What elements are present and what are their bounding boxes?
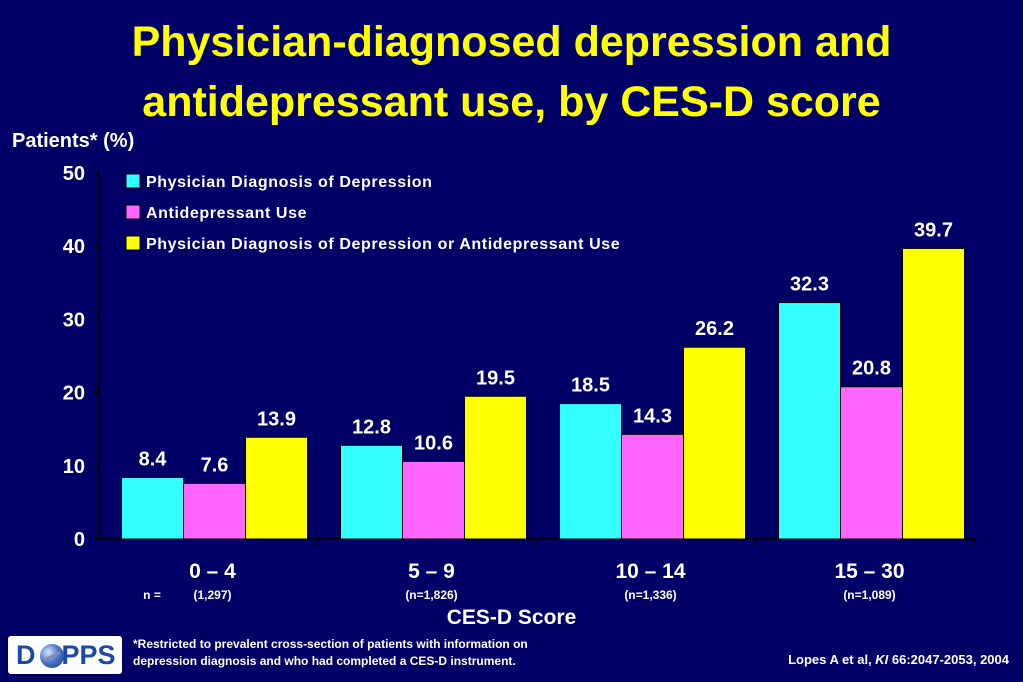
data-label: 26.2: [695, 318, 734, 340]
n-prefix-label: n =: [143, 588, 161, 602]
y-tick-label: 10: [63, 456, 85, 478]
y-tick-label: 40: [63, 236, 85, 258]
n-count-label: (1,297): [193, 588, 232, 602]
data-label: 18.5: [571, 375, 610, 397]
bar: [464, 395, 527, 540]
footnote-line-2: depression diagnosis and who had complet…: [133, 654, 516, 668]
bar: [245, 436, 308, 540]
data-label: 10.6: [414, 432, 453, 454]
y-tick-label: 0: [74, 529, 85, 551]
x-tick-label: 0 – 4: [189, 560, 236, 583]
globe-icon: [40, 644, 64, 668]
title-line-2: antidepressant use, by CES-D score: [142, 78, 881, 126]
bar: [840, 386, 903, 540]
legend-swatch: [125, 204, 141, 220]
x-tick-label: 5 – 9: [408, 560, 455, 583]
title-line-1: Physician-diagnosed depression and: [131, 18, 892, 66]
data-label: 7.6: [201, 454, 229, 476]
bar: [778, 302, 841, 540]
data-label: 12.8: [352, 416, 391, 438]
legend-swatch: [125, 173, 141, 189]
legend-label: Physician Diagnosis of Depression or Ant…: [146, 236, 620, 253]
y-tick-label: 50: [63, 163, 85, 185]
data-label: 14.3: [633, 405, 672, 427]
bar: [340, 444, 403, 540]
x-tick-label: 15 – 30: [834, 560, 904, 583]
x-axis-label: CES-D Score: [446, 606, 577, 629]
chart-title: Physician-diagnosed depression and antid…: [0, 12, 1023, 132]
dopps-logo: D PPS: [8, 636, 122, 674]
data-label: 32.3: [790, 274, 829, 296]
legend-swatch: [125, 235, 141, 251]
logo-text: D PPS: [16, 640, 116, 671]
citation-journal: KI: [875, 652, 889, 667]
data-label: 13.9: [257, 408, 296, 430]
citation-suffix: 66:2047-2053, 2004: [888, 652, 1009, 667]
citation-prefix: Lopes A et al,: [788, 652, 876, 667]
citation: Lopes A et al, KI 66:2047-2053, 2004: [788, 652, 1009, 667]
footnote-line-1: *Restricted to prevalent cross-section o…: [133, 637, 528, 651]
data-label: 39.7: [914, 219, 953, 241]
logo-text-right: PPS: [61, 640, 116, 670]
bar: [621, 433, 684, 540]
n-count-label: (n=1,089): [843, 588, 896, 602]
legend-label: Antidepressant Use: [146, 205, 307, 222]
footnote: *Restricted to prevalent cross-section o…: [133, 636, 528, 670]
bar: [559, 403, 622, 540]
data-label: 8.4: [139, 449, 168, 471]
data-label: 20.8: [852, 358, 891, 380]
bar: [683, 346, 746, 540]
bar: [402, 460, 465, 540]
legend-label: Physician Diagnosis of Depression: [146, 174, 433, 191]
y-axis-label: Patients* (%): [12, 130, 135, 152]
bar: [121, 477, 184, 540]
n-count-label: (n=1,826): [405, 588, 458, 602]
y-tick-label: 30: [63, 309, 85, 331]
n-count-label: (n=1,336): [624, 588, 677, 602]
bar: [183, 482, 246, 540]
y-tick-label: 20: [63, 383, 85, 405]
bar: [902, 247, 965, 540]
data-label: 19.5: [476, 367, 515, 389]
logo-text-left: D: [16, 640, 36, 670]
x-tick-label: 10 – 14: [615, 560, 685, 583]
